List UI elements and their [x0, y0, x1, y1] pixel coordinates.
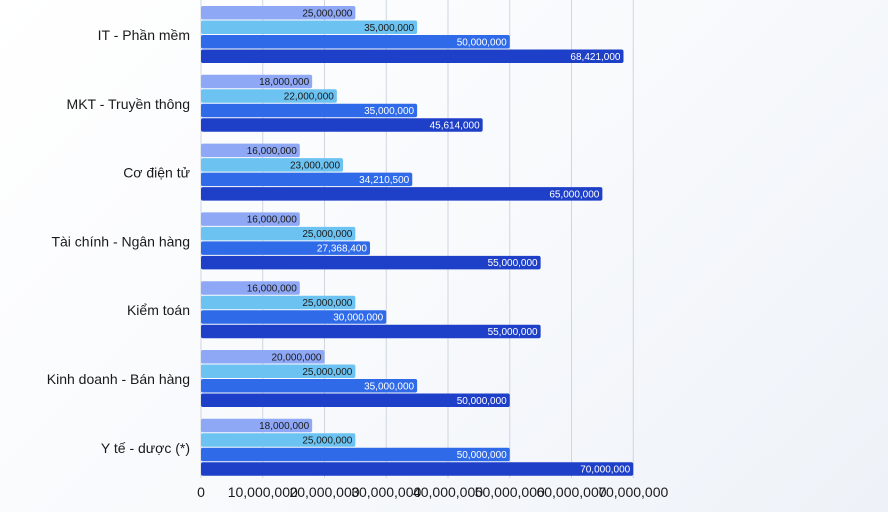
category-label: Kinh doanh - Bán hàng — [47, 371, 190, 387]
x-tick-label: 40,000,000 — [413, 484, 483, 500]
category-labels: IT - Phần mềm MKT - Truyền thông Cơ điện t… — [47, 27, 190, 456]
bar-data-label: 35,000,000 — [364, 106, 414, 117]
category-label: IT - Phần mềm — [98, 27, 190, 43]
bar — [201, 20, 418, 34]
bar — [201, 226, 356, 241]
bar — [201, 143, 300, 158]
bar-series: 25,000,000 35,000,000 50,000,000 68,421,000… — [201, 6, 634, 476]
bar — [201, 379, 418, 393]
bar-data-label: 35,000,000 — [364, 381, 414, 392]
category-label: Cơ điện tử — [123, 165, 190, 181]
category-label: Tài chính - Ngân hàng — [51, 233, 190, 249]
bar — [201, 364, 356, 378]
bar-data-label: 25,000,000 — [302, 229, 352, 240]
bar — [201, 447, 510, 462]
bar-data-label: 55,000,000 — [488, 327, 538, 338]
x-tick-label: 20,000,000 — [289, 484, 359, 500]
bar — [201, 35, 510, 49]
bar — [201, 212, 300, 226]
x-tick-label: 50,000,000 — [475, 484, 545, 500]
bar — [201, 281, 300, 295]
bar — [201, 350, 325, 364]
bar-data-label: 16,000,000 — [247, 146, 297, 157]
bar — [201, 295, 356, 310]
bar — [201, 118, 483, 132]
bar-data-label: 35,000,000 — [364, 23, 414, 34]
x-axis-ticks: 0 10,000,00020,000,00030,000,00040,000,00… — [197, 484, 668, 500]
bar-data-label: 25,000,000 — [302, 8, 352, 19]
x-tick-label: 60,000,000 — [536, 484, 606, 500]
bar — [201, 418, 313, 433]
bar-data-label: 50,000,000 — [457, 396, 507, 407]
bar — [201, 103, 418, 118]
bar-data-label: 34,210,500 — [359, 175, 409, 186]
bar — [201, 241, 370, 255]
bar — [201, 324, 541, 339]
category-label: MKT - Truyền thông — [67, 96, 190, 112]
bar — [201, 187, 603, 201]
bar-data-label: 16,000,000 — [247, 215, 297, 226]
bar — [201, 255, 541, 270]
bar-data-label: 45,614,000 — [430, 121, 480, 132]
bar-data-label: 25,000,000 — [302, 436, 352, 447]
bar-data-label: 50,000,000 — [457, 450, 507, 461]
bar-data-label: 68,421,000 — [570, 52, 620, 63]
x-tick-label: 30,000,000 — [351, 484, 421, 500]
bar — [201, 310, 387, 324]
bar-data-label: 18,000,000 — [259, 421, 309, 432]
category-label: Y tế - dược (*) — [101, 440, 190, 456]
bar-data-label: 70,000,000 — [580, 465, 630, 476]
bar-data-label: 16,000,000 — [247, 283, 297, 294]
bar-data-label: 55,000,000 — [488, 258, 538, 269]
x-tick-label: 0 — [197, 484, 205, 500]
bar — [201, 6, 356, 20]
bar — [201, 393, 510, 407]
bar-data-label: 30,000,000 — [333, 312, 383, 323]
bar — [201, 433, 356, 447]
bar-data-label: 18,000,000 — [259, 77, 309, 88]
bar — [201, 74, 313, 89]
bar-data-label: 22,000,000 — [284, 92, 334, 103]
bar — [201, 89, 337, 103]
bar-data-label: 23,000,000 — [290, 160, 340, 171]
bar-data-label: 65,000,000 — [549, 189, 599, 200]
x-tick-label: 70,000,000 — [598, 484, 668, 500]
bar-data-label: 27,368,400 — [317, 244, 367, 255]
bar — [201, 158, 344, 172]
bar — [201, 462, 634, 476]
bar — [201, 172, 413, 187]
bar-data-label: 25,000,000 — [302, 298, 352, 309]
category-label: Kiểm toán — [127, 302, 190, 318]
bar — [201, 49, 624, 63]
x-tick-label: 10,000,000 — [228, 484, 298, 500]
bar-data-label: 20,000,000 — [271, 352, 321, 363]
bar-data-label: 25,000,000 — [302, 367, 352, 378]
bar-data-label: 50,000,000 — [457, 37, 507, 48]
